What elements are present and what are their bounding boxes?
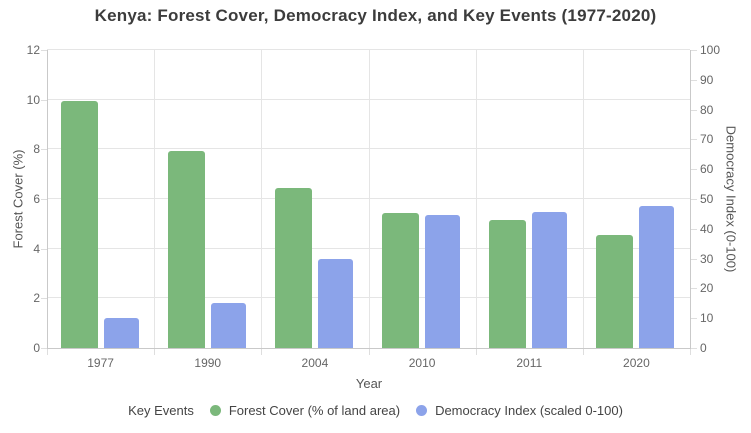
y-right-tick-label-70: 70 [700, 132, 714, 147]
y-left-tick-label-6: 6 [33, 192, 40, 206]
y-right-tick-label-100: 100 [700, 43, 721, 57]
gridline-x-1 [154, 50, 156, 348]
y-left-tickmark-4 [41, 248, 47, 250]
y-right-tickmark-30 [691, 258, 697, 260]
y-left-tickmark-8 [41, 149, 47, 151]
y-left-tick-label-12: 12 [26, 43, 40, 57]
bar-democracy-index-1977[interactable] [103, 318, 139, 348]
legend-item-democracy-index[interactable]: Democracy Index (scaled 0-100) [416, 403, 623, 418]
y-right-tick-label-80: 80 [700, 102, 714, 117]
y-left-tick-label-8: 8 [33, 142, 40, 157]
y-right-tick-label-0: 0 [700, 341, 707, 355]
bar-forest-cover-2020[interactable] [596, 235, 634, 348]
bar-democracy-index-2020[interactable] [639, 206, 675, 348]
y-left-tickmark-2 [41, 298, 47, 300]
x-tick-label-2010: 2010 [408, 356, 436, 370]
legend-label-key-events: Key Events [128, 403, 194, 418]
y-left-tick-label-10: 10 [26, 92, 40, 107]
x-tick-label-1990: 1990 [194, 356, 222, 370]
y-right-tickmark-80 [691, 109, 697, 111]
y-axis-left-line [47, 50, 48, 348]
y-right-tickmark-0 [691, 348, 697, 349]
y-right-tickmark-70 [691, 139, 697, 141]
x-tickmark-4 [475, 349, 477, 355]
bar-forest-cover-2004[interactable] [274, 187, 312, 348]
y-right-tick-label-90: 90 [700, 72, 714, 87]
y-axis-right-line [690, 50, 691, 348]
y-left-tickmark-10 [41, 99, 47, 101]
x-tick-label-1977: 1977 [87, 356, 114, 370]
y-right-tickmark-100 [691, 50, 697, 51]
y-right-tickmark-90 [691, 79, 697, 81]
y-right-tick-label-60: 60 [700, 162, 714, 177]
bar-democracy-index-1990[interactable] [210, 303, 246, 348]
y-right-tick-label-10: 10 [700, 311, 714, 326]
bar-forest-cover-1990[interactable] [167, 150, 205, 348]
y-right-tickmark-60 [691, 169, 697, 171]
y-left-tickmark-12 [41, 50, 47, 51]
chart-title: Kenya: Forest Cover, Democracy Index, an… [94, 6, 657, 25]
democracy-index-legend-dot-icon [416, 405, 428, 416]
y-right-tick-label-50: 50 [700, 192, 714, 206]
y-right-tick-label-20: 20 [700, 281, 714, 296]
legend-item-key-events[interactable]: Key Events [128, 403, 194, 418]
x-tickmark-3 [368, 349, 370, 355]
y-axis-title-left: Forest Cover (%) [10, 149, 26, 249]
y-right-tick-label-40: 40 [700, 221, 714, 236]
y-right-tickmark-50 [691, 199, 697, 200]
bar-democracy-index-2011[interactable] [532, 212, 568, 348]
x-tick-label-2011: 2011 [516, 356, 543, 370]
bar-forest-cover-2010[interactable] [382, 212, 420, 348]
y-right-tick-label-30: 30 [700, 251, 714, 266]
bar-forest-cover-1977[interactable] [60, 100, 98, 348]
x-tickmark-6 [690, 349, 691, 355]
gridline-x-2 [261, 50, 263, 348]
legend: Key Events Forest Cover (% of land area)… [0, 403, 751, 418]
y-left-tick-label-2: 2 [33, 291, 40, 306]
x-tick-label-2020: 2020 [623, 356, 650, 370]
gridline-y-12 [47, 49, 690, 50]
y-right-tickmark-40 [691, 228, 697, 230]
y-left-tickmark-6 [41, 199, 47, 200]
y-left-tick-label-4: 4 [33, 241, 40, 256]
legend-label-forest-cover: Forest Cover (% of land area) [228, 403, 401, 418]
x-tickmark-2 [261, 349, 263, 355]
forest-cover-legend-dot-icon [209, 405, 221, 416]
x-tickmark-1 [154, 349, 156, 355]
bar-forest-cover-2011[interactable] [489, 220, 527, 348]
gridline-x-3 [368, 50, 370, 348]
gridline-x-5 [582, 50, 584, 348]
plot-area [47, 49, 690, 348]
y-axis-title-right: Democracy Index (0-100) [723, 125, 739, 273]
x-tickmark-5 [582, 349, 584, 355]
gridline-x-4 [475, 50, 477, 348]
y-left-tick-label-0: 0 [33, 341, 40, 355]
legend-label-democracy-index: Democracy Index (scaled 0-100) [435, 403, 623, 418]
legend-item-forest-cover[interactable]: Forest Cover (% of land area) [209, 403, 401, 418]
y-left-tickmark-0 [41, 348, 47, 349]
bar-democracy-index-2010[interactable] [425, 215, 461, 348]
y-right-tickmark-20 [691, 288, 697, 290]
y-right-tickmark-10 [691, 318, 697, 320]
x-tickmark-0 [47, 349, 48, 355]
bar-democracy-index-2004[interactable] [317, 258, 353, 348]
x-tick-label-2004: 2004 [301, 356, 329, 370]
x-axis-title: Year [355, 376, 383, 391]
x-axis-line [47, 348, 691, 349]
